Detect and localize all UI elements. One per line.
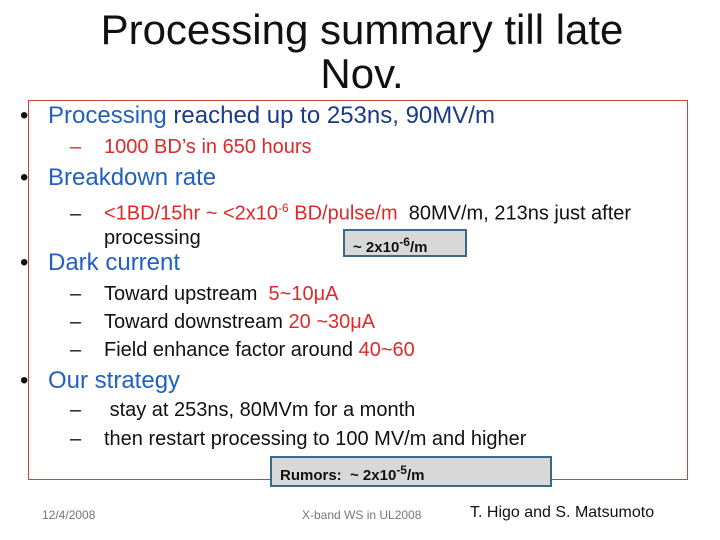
sub-bullet: – Field enhance factor around 40~60 bbox=[70, 339, 415, 361]
superscript: -5 bbox=[396, 463, 407, 477]
bullet-text: reached up to 253ns, 90MV/m bbox=[173, 102, 495, 129]
sub-text: 20 ~30μA bbox=[288, 311, 376, 333]
bullet-text: Dark current bbox=[48, 249, 181, 276]
estimate-box: ~ 2x10-6/m bbox=[343, 229, 467, 257]
sub-text: Field enhance factor around bbox=[104, 339, 354, 361]
rumors-box: Rumors: ~ 2x10-5/m bbox=[270, 456, 552, 487]
sub-text: then restart processing to 100 MV/m and … bbox=[104, 428, 527, 450]
footer-date: 12/4/2008 bbox=[42, 508, 96, 522]
sub-text: <1BD/15hr ~ <2x10 bbox=[104, 202, 279, 225]
bullet-text: Our strategy bbox=[48, 367, 181, 394]
sub-bullet: – Toward downstream 20 ~30μA bbox=[70, 311, 376, 333]
slide-title: Processing summary till late Nov. bbox=[100, 6, 624, 97]
box-text: Rumors: ~ 2x10 bbox=[280, 467, 397, 484]
sub-text: 40~60 bbox=[358, 339, 415, 361]
box-text: /m bbox=[409, 239, 428, 256]
bullet: • Breakdown rate bbox=[20, 164, 217, 191]
bullet-text: Breakdown rate bbox=[48, 164, 217, 191]
footer-event: X-band WS in UL2008 bbox=[302, 508, 422, 522]
sub-bullet: –1000 BD’s in 650 hours bbox=[70, 136, 312, 158]
sub-text: Toward upstream bbox=[104, 283, 258, 305]
sub-text: BD/pulse/m bbox=[294, 202, 398, 225]
bullet: • Processing reached up to 253ns, 90MV/m bbox=[20, 102, 495, 129]
sub-bullet: – stay at 253ns, 80MVm for a month bbox=[70, 399, 416, 421]
sub-text: 5~10μA bbox=[268, 283, 339, 305]
sub-bullet: – <1BD/15hr ~ <2x10-6 BD/pulse/m 80MV/m, … bbox=[70, 201, 632, 249]
bullet: • Our strategy bbox=[20, 367, 181, 394]
bullet: • Dark current bbox=[20, 249, 181, 276]
sub-text: stay at 253ns, 80MVm for a month bbox=[109, 399, 416, 421]
superscript: -6 bbox=[278, 201, 289, 215]
sub-text: 1000 BD’s in 650 hours bbox=[104, 136, 312, 158]
sub-bullet: – then restart processing to 100 MV/m and… bbox=[70, 428, 527, 450]
box-text: /m bbox=[406, 467, 425, 484]
footer-authors: T. Higo and S. Matsumoto bbox=[470, 504, 655, 521]
sub-text: 80MV/m, 213ns just after processing bbox=[104, 202, 632, 249]
sub-text: Toward downstream bbox=[104, 311, 283, 333]
superscript: -6 bbox=[399, 235, 410, 249]
sub-bullet: – Toward upstream 5~10μA bbox=[70, 283, 339, 305]
bullet-text: Processing bbox=[48, 102, 167, 129]
box-text: ~ 2x10 bbox=[353, 239, 400, 256]
